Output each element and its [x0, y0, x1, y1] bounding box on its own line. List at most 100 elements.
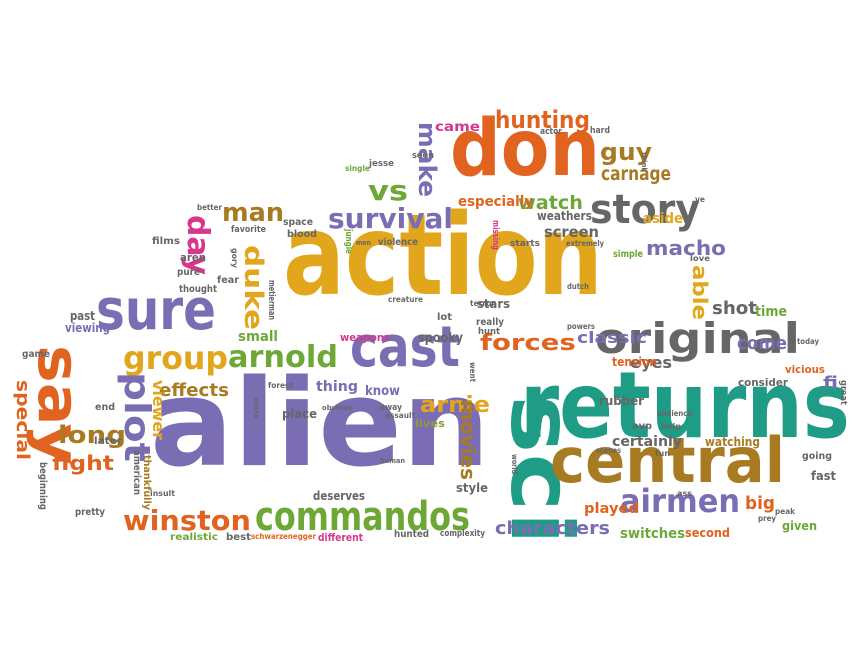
word-fear: fear — [217, 275, 239, 286]
word-great: great — [838, 380, 848, 405]
word-assault: assault — [385, 411, 415, 420]
word-cast: cast — [350, 315, 460, 380]
word-long: long — [58, 421, 126, 449]
word-alien: alien — [150, 355, 490, 494]
word-forces: forces — [480, 331, 576, 356]
word-human: human — [380, 457, 405, 465]
word-really: really — [476, 317, 504, 328]
word-classic: classic — [577, 328, 647, 347]
word-spooky: spooky — [418, 331, 463, 346]
word-arnie: arnie — [420, 393, 490, 418]
word-pure: pure — [177, 267, 200, 278]
word-carnage: carnage — [601, 163, 671, 185]
word-man: man — [222, 198, 284, 228]
word-especially: especially — [458, 194, 533, 210]
word-missing: missing — [490, 220, 500, 250]
word-returns: returns — [520, 352, 850, 459]
word-group: group — [123, 339, 228, 377]
word-certainly: certainly — [612, 434, 682, 450]
word-films: films — [152, 236, 180, 247]
word-fi: fi — [823, 373, 838, 394]
word-lot: lot — [437, 312, 452, 323]
word-powers: powers — [567, 322, 595, 331]
word-given: given — [782, 519, 817, 533]
word-time: time — [755, 304, 787, 320]
word-shot: shot — [712, 298, 757, 319]
word-gory: gory — [230, 248, 239, 268]
word-hunted: hunted — [394, 529, 429, 540]
word-effects: effects — [159, 380, 229, 401]
word-winston: winston — [123, 504, 251, 537]
word-lives: lives — [415, 417, 445, 430]
word-complexity: complexity — [440, 529, 485, 539]
word-viewer: viewer — [149, 380, 168, 440]
word-audience: audience — [657, 409, 692, 418]
word-going: going — [802, 451, 832, 462]
word-sure: sure — [96, 278, 216, 343]
word-away: away — [380, 403, 402, 413]
word-realistic: realistic — [170, 532, 218, 543]
word-american: american — [131, 450, 142, 495]
word-today: today — [797, 337, 819, 346]
word-best: best — [226, 532, 251, 543]
word-forest: forest — [268, 381, 293, 390]
word-prey: prey — [758, 514, 776, 523]
word-fun: fun — [655, 449, 670, 458]
word-end: end — [95, 402, 115, 413]
word-single: single — [345, 164, 370, 173]
word-original: original — [595, 314, 800, 363]
word-airmen: airmen — [620, 482, 740, 520]
word-central: central — [550, 424, 785, 497]
word-aren: aren — [180, 251, 206, 264]
word-know: know — [365, 384, 400, 399]
word-hunt: hunt — [478, 327, 500, 337]
word-jungle: jungle — [343, 229, 353, 254]
word-eyes: eyes — [630, 353, 672, 372]
word-arnold: arnold — [228, 340, 338, 375]
word-favorite: favorite — [231, 225, 266, 235]
word-seen: seen — [412, 151, 434, 161]
word-beginning: beginning — [37, 462, 48, 510]
word-weathers: weathers — [537, 209, 592, 223]
word-violence: violence — [378, 237, 418, 248]
word-played: played — [584, 501, 639, 517]
word-commandos: commandos — [255, 494, 470, 540]
word-metierman: metierman — [266, 280, 276, 320]
word-ve: ve — [695, 195, 705, 204]
word-love: love — [690, 254, 710, 263]
word-avp: avp — [632, 421, 652, 432]
word-fast: fast — [811, 469, 836, 483]
word-guy: guy — [600, 138, 652, 166]
word-extremely: extremely — [566, 239, 604, 248]
word-came: came — [435, 120, 480, 135]
word-thankfully: thankfully — [141, 455, 152, 510]
word-game: game — [22, 349, 50, 360]
word-simple: simple — [613, 249, 643, 260]
word-big: big — [745, 493, 775, 514]
word-macho: macho — [646, 236, 726, 260]
word-better: better — [197, 203, 222, 212]
word-pretty: pretty — [75, 507, 105, 518]
word-watch: watch — [518, 192, 583, 214]
word-obvious: obvious — [322, 404, 352, 412]
word-action: action — [283, 191, 603, 321]
word-characters: characters — [495, 518, 610, 539]
word-rubber: rubber — [599, 394, 644, 408]
word-thing: thing — [316, 379, 358, 395]
word-screen: screen — [544, 223, 599, 241]
word-able: able — [688, 265, 712, 320]
word-blood: blood — [287, 229, 317, 240]
word-peak: peak — [775, 507, 795, 516]
word-place: place — [282, 407, 317, 421]
word-small: small — [238, 329, 278, 345]
word-survival: survival — [328, 202, 453, 235]
word-different: different — [318, 531, 363, 544]
word-special: special — [12, 380, 33, 460]
word-think: think — [640, 152, 648, 172]
word-vicious: vicious — [785, 363, 825, 376]
word-don: don — [450, 104, 600, 194]
word-past: past — [70, 309, 95, 323]
word-vs: vs — [368, 174, 408, 207]
word-terror: terror — [470, 299, 495, 308]
